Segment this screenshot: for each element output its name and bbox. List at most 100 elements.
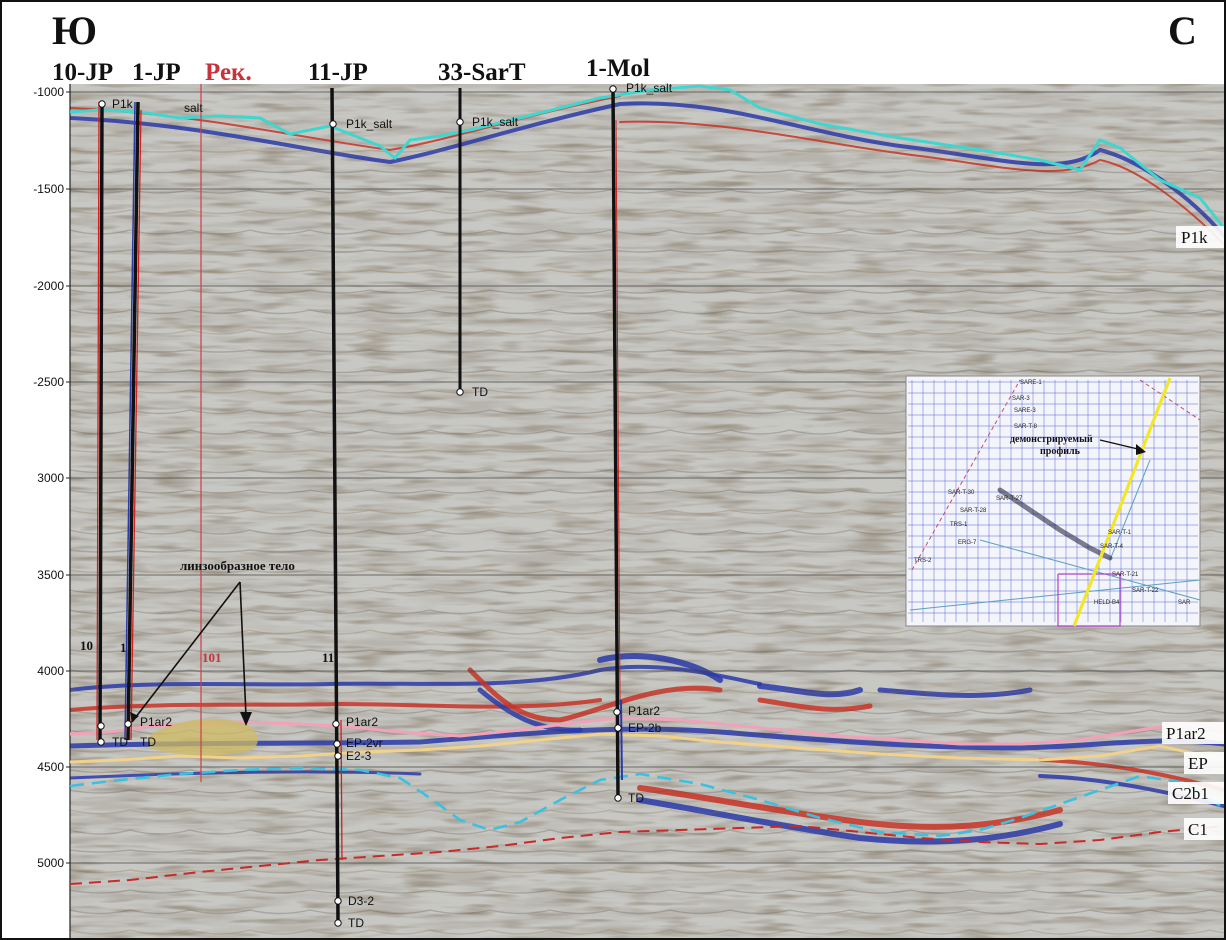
- marker-1-jp-p1ar2: [124, 720, 132, 728]
- well-label-33-sart: 33-SarT: [438, 59, 526, 86]
- inset-line-1: [909, 579, 1201, 611]
- pick-1-jp-p1ar2: P1ar2: [140, 715, 172, 729]
- well-11-jp-track: [330, 87, 340, 921]
- pick-11-jp-e2: E2-3: [346, 749, 372, 763]
- horizon-lines: [70, 84, 1224, 885]
- well-10-jp-log: [96, 101, 100, 741]
- direction-north: С: [1168, 8, 1197, 53]
- inset-well-label: SAR-T-30: [948, 490, 975, 496]
- inset-well-label: TRS-2: [914, 558, 932, 564]
- seismic-reflector-band: [637, 797, 1063, 845]
- seismic-texture-stripe: [70, 829, 1224, 835]
- depth-tick-label: -1500: [33, 182, 64, 196]
- seismic-reflector-band: [70, 698, 602, 712]
- lens-arrow-left-head: [130, 712, 139, 722]
- horizon-c1-line: [70, 824, 1224, 885]
- seismic-texture-stripe: [70, 369, 1224, 374]
- seismic-texture-stripe: [70, 629, 1224, 635]
- seismic-texture-stripe: [70, 909, 1224, 915]
- well-number-10: 10: [80, 638, 93, 653]
- seismic-texture-stripe: [70, 929, 1224, 935]
- inset-arrow-head: [1136, 444, 1146, 455]
- inset-grid: [908, 380, 1198, 622]
- seismic-texture-stripe: [70, 729, 1224, 735]
- pick-11-jp-td: TD: [348, 916, 364, 930]
- depth-tick-label: 4500: [37, 760, 64, 774]
- horizon-c1-label-bg: [1184, 818, 1224, 840]
- inset-well-cluster: [997, 487, 1113, 561]
- seismic-texture-stripe: [70, 269, 1224, 274]
- inset-well-label: SAR-T-22: [1132, 588, 1159, 594]
- well-label-recommended: Рек.: [205, 59, 252, 86]
- well-label-11-jp: 11-JP: [308, 59, 368, 86]
- horizon-p1ar2-label-bg: [1162, 722, 1224, 744]
- marker-1-mol-ep: [614, 724, 622, 732]
- wells-layer: [96, 84, 623, 921]
- marker-11-jp-e2: [334, 752, 342, 760]
- well-markers: [97, 85, 622, 927]
- pick-33-sart-salt: P1k_salt: [472, 115, 519, 129]
- inset-well-label: SAR-T-28: [960, 508, 987, 514]
- inset-well-label: SARE-3: [1014, 408, 1036, 414]
- pick-1-mol-salt: P1k_salt: [626, 81, 673, 95]
- seismic-reflectors: [70, 95, 1224, 935]
- well-1-mol-log: [620, 699, 623, 781]
- pick-11-jp-salt: P1k_salt: [346, 117, 393, 131]
- inset-well-label: SAR-T-8: [1014, 424, 1038, 430]
- seismic-texture-stripe: [70, 749, 1224, 753]
- seismic-reflector-band: [619, 120, 1224, 245]
- inset-well-label: SAR-T-21: [1112, 572, 1139, 578]
- seismic-texture-stripe: [70, 849, 1224, 853]
- depth-axis-strip: [4, 84, 70, 938]
- lens-arrow-left-line: [131, 581, 241, 723]
- marker-11-jp-d3: [334, 897, 342, 905]
- well-number-11: 11: [322, 650, 334, 665]
- inset-line-2: [979, 539, 1201, 601]
- well-11-jp-log: [340, 719, 343, 861]
- pick-1-mol-ep: EP-2b: [628, 721, 662, 735]
- marker-10-jp-salt: [98, 100, 106, 108]
- horizon-ep-line: [70, 732, 1224, 764]
- pick-1-jp-salt: salt: [184, 101, 203, 115]
- horizon-p1k-line: [70, 84, 1224, 229]
- pick-10-jp-p1k: P1k: [112, 97, 134, 111]
- horizon-p1k-label: P1k: [1181, 228, 1208, 247]
- inset-boundary-right: [1139, 379, 1201, 421]
- depth-tick-label: -1000: [33, 85, 64, 99]
- pick-11-jp-p1ar2: P1ar2: [346, 715, 378, 729]
- seismic-texture-stripe: [70, 329, 1224, 335]
- well-label-1-jp: 1-JP: [132, 59, 181, 86]
- inset-well-label: SAR-T-27: [996, 496, 1023, 502]
- horizon-ep-label-bg: [1184, 752, 1224, 774]
- inset-profile-label: демонстрируемый профиль: [1010, 434, 1095, 457]
- lens-arrow-right-head: [240, 712, 252, 726]
- seismic-texture-stripe: [70, 769, 1224, 774]
- direction-south: Ю: [52, 8, 97, 53]
- horizon-c2b1-label-bg: [1168, 782, 1224, 804]
- depth-tick-label: 3500: [37, 568, 64, 582]
- inset-well-label: TRS-1: [950, 522, 968, 528]
- horizon-p1ar2-label: P1ar2: [1166, 724, 1206, 743]
- seismic-reflector-band: [877, 687, 1033, 698]
- pick-1-mol-td: TD: [628, 791, 644, 805]
- well-1-mol-track: [611, 87, 620, 797]
- seismic-texture-stripe: [70, 649, 1224, 653]
- seismic-texture-stripe: [70, 249, 1224, 253]
- well-label-1-mol: 1-Mol: [586, 55, 650, 82]
- horizon-c2b1-line: [70, 766, 1224, 838]
- seismic-texture-stripe: [70, 289, 1224, 294]
- seismic-texture-stripe: [70, 869, 1224, 874]
- well-1-mol-log-red: [615, 119, 621, 701]
- inset-license-block: [1057, 573, 1121, 627]
- marker-11-jp-ep: [333, 740, 341, 748]
- marker-33-sart-td: [456, 388, 464, 396]
- marker-1-mol-salt: [609, 85, 617, 93]
- marker-11-jp-td: [334, 919, 342, 927]
- well-1-jp-track: [126, 101, 140, 741]
- seismic-reflector-band: [70, 101, 1224, 238]
- pick-33-sart-td: TD: [472, 385, 488, 399]
- lens-arrow-right-line: [239, 581, 247, 717]
- lens-body-label: линзообразное тело: [180, 558, 295, 573]
- seismic-reflector-band: [757, 683, 863, 698]
